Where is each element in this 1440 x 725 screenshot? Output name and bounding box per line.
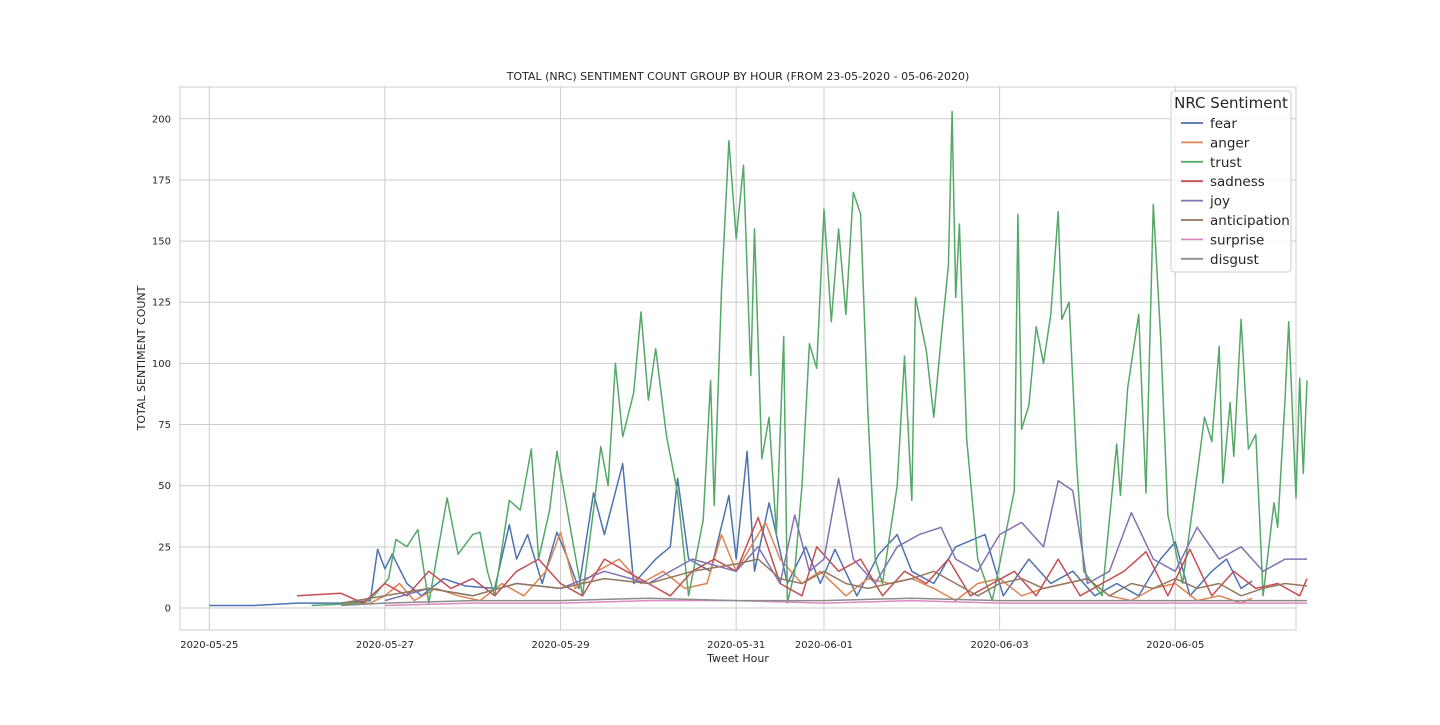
series-line-anticipation bbox=[340, 558, 1308, 604]
y-tick-label: 0 bbox=[165, 603, 171, 614]
legend-label-sadness: sadness bbox=[1210, 174, 1265, 190]
y-tick-label: 150 bbox=[152, 237, 171, 248]
x-tick-label: 2020-05-27 bbox=[356, 640, 414, 651]
series-line-trust bbox=[311, 110, 1308, 607]
legend-label-fear: fear bbox=[1210, 116, 1237, 132]
x-axis-label: Tweet Hour bbox=[706, 652, 769, 665]
y-tick-label: 100 bbox=[152, 359, 171, 370]
legend-label-anger: anger bbox=[1210, 135, 1250, 151]
series-line-surprise bbox=[384, 599, 1307, 607]
y-tick-label: 25 bbox=[158, 542, 171, 553]
legend-label-trust: trust bbox=[1210, 155, 1242, 171]
y-tick-label: 125 bbox=[152, 298, 171, 309]
legend-label-surprise: surprise bbox=[1210, 232, 1264, 248]
axis-ticks: 2020-05-25 2020-05-27 2020-05-29 2020-05-31… bbox=[152, 114, 1204, 651]
x-tick-label: 2020-06-05 bbox=[1146, 640, 1204, 651]
series-line-disgust bbox=[340, 597, 1307, 607]
y-axis-label: TOTAL SENTIMENT COUNT bbox=[135, 285, 148, 431]
x-tick-label: 2020-06-03 bbox=[971, 640, 1029, 651]
series-line-joy bbox=[384, 477, 1307, 602]
y-tick-label: 50 bbox=[158, 481, 171, 492]
grid bbox=[180, 87, 1296, 630]
y-tick-label: 75 bbox=[158, 420, 171, 431]
y-tick-label: 200 bbox=[152, 114, 171, 125]
x-tick-label: 2020-06-01 bbox=[795, 640, 853, 651]
chart-title: TOTAL (NRC) SENTIMENT COUNT GROUP BY HOU… bbox=[506, 70, 970, 83]
legend-label-joy: joy bbox=[1209, 194, 1230, 210]
plot-frame bbox=[179, 86, 1297, 631]
x-tick-label: 2020-05-29 bbox=[531, 640, 589, 651]
legend-box bbox=[1170, 90, 1292, 273]
legend-title: NRC Sentiment bbox=[1174, 94, 1288, 112]
legend-label-disgust: disgust bbox=[1210, 252, 1259, 268]
x-tick-label: 2020-05-25 bbox=[180, 640, 238, 651]
legend-items: fear anger trust sadness joy anticipation surp… bbox=[1181, 116, 1290, 268]
x-tick-label: 2020-05-31 bbox=[707, 640, 765, 651]
series-lines bbox=[209, 110, 1308, 607]
y-tick-label: 175 bbox=[152, 175, 171, 186]
legend-label-anticipation: anticipation bbox=[1210, 213, 1290, 229]
legend: NRC Sentiment fear anger trust sadness joy an… bbox=[1170, 90, 1292, 273]
series-line-sadness bbox=[297, 516, 1308, 604]
